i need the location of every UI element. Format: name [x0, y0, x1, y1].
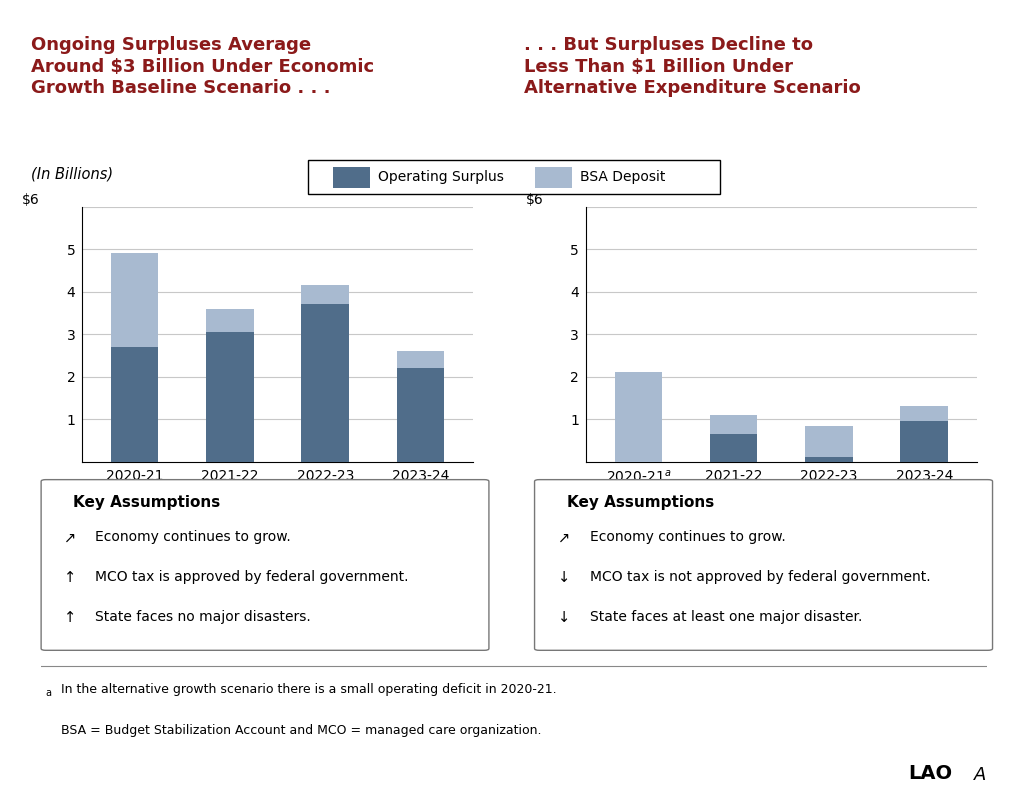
Text: ↑: ↑ — [64, 610, 76, 625]
Bar — [397, 352, 444, 368]
Text: State faces no major disasters.: State faces no major disasters. — [96, 610, 311, 625]
Text: BSA = Budget Stabilization Account and MCO = managed care organization.: BSA = Budget Stabilization Account and M… — [61, 724, 542, 737]
Text: LAO: LAO — [909, 764, 952, 783]
Text: ↓: ↓ — [558, 610, 570, 625]
Bar — [709, 434, 758, 462]
Bar — [805, 458, 853, 462]
Text: ↗: ↗ — [64, 530, 76, 545]
Bar — [111, 347, 158, 462]
Bar — [535, 167, 572, 188]
Text: Key Assumptions: Key Assumptions — [73, 495, 220, 510]
Text: BSA Deposit: BSA Deposit — [580, 170, 665, 185]
Bar — [901, 421, 948, 462]
Bar — [615, 373, 662, 462]
Bar — [301, 305, 350, 462]
Bar — [333, 167, 370, 188]
Bar — [397, 368, 444, 462]
Text: ↗: ↗ — [558, 530, 570, 545]
Text: ↓: ↓ — [558, 570, 570, 585]
Text: . . . But Surpluses Decline to
Less Than $1 Billion Under
Alternative Expenditur: . . . But Surpluses Decline to Less Than… — [524, 36, 861, 97]
Text: $6: $6 — [22, 193, 39, 207]
Text: MCO tax is not approved by federal government.: MCO tax is not approved by federal gover… — [590, 570, 930, 584]
FancyBboxPatch shape — [41, 480, 489, 650]
Text: Economy continues to grow.: Economy continues to grow. — [96, 530, 291, 544]
Text: In the alternative growth scenario there is a small operating deficit in 2020-21: In the alternative growth scenario there… — [61, 683, 556, 696]
Text: MCO tax is approved by federal government.: MCO tax is approved by federal governmen… — [96, 570, 409, 584]
Text: State faces at least one major disaster.: State faces at least one major disaster. — [590, 610, 862, 625]
Text: A: A — [974, 765, 986, 784]
Bar — [301, 285, 350, 305]
Bar — [206, 309, 254, 332]
Text: ↑: ↑ — [64, 570, 76, 585]
Bar — [901, 407, 948, 421]
Bar — [206, 332, 254, 462]
Text: a: a — [45, 688, 51, 698]
Text: Economy continues to grow.: Economy continues to grow. — [590, 530, 785, 544]
Bar — [805, 425, 853, 458]
Text: $6: $6 — [525, 193, 543, 207]
Text: Figure 6: Figure 6 — [16, 9, 94, 28]
Text: Key Assumptions: Key Assumptions — [567, 495, 714, 510]
Bar — [111, 254, 158, 347]
FancyBboxPatch shape — [535, 480, 993, 650]
Text: Operating Surplus: Operating Surplus — [378, 170, 504, 185]
Text: (In Billions): (In Billions) — [31, 167, 113, 181]
Bar — [709, 415, 758, 434]
Text: Ongoing Surpluses Average
Around $3 Billion Under Economic
Growth Baseline Scena: Ongoing Surpluses Average Around $3 Bill… — [31, 36, 374, 97]
